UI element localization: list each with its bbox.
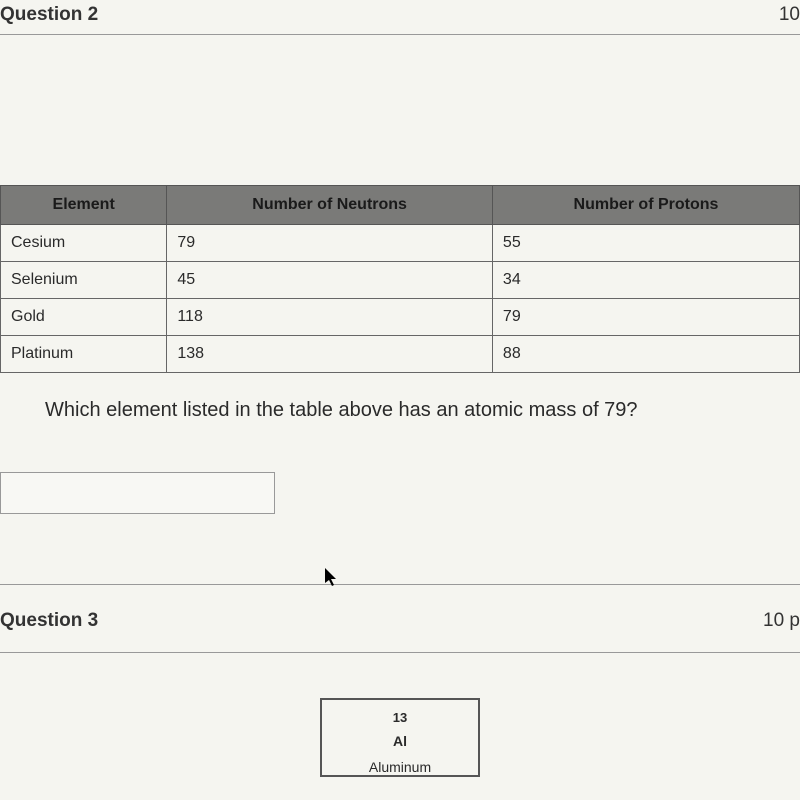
table-header-row: Element Number of Neutrons Number of Pro… [1,186,800,225]
question-3-content: 13 Al Aluminum [0,653,800,777]
col-neutrons: Number of Neutrons [167,186,493,225]
cell-element: Selenium [1,262,167,299]
cell-neutrons: 118 [167,299,493,336]
element-name: Aluminum [322,759,478,775]
cell-element: Cesium [1,225,167,262]
cell-protons: 34 [492,262,799,299]
cell-neutrons: 138 [167,336,493,373]
cell-protons: 79 [492,299,799,336]
cell-neutrons: 79 [167,225,493,262]
table-row: Selenium 45 34 [1,262,800,299]
element-symbol: Al [322,733,478,749]
question-3-title: Question 3 [0,610,98,632]
cell-protons: 55 [492,225,799,262]
atomic-number: 13 [322,710,478,725]
table-row: Cesium 79 55 [1,225,800,262]
question-3-header: Question 3 10 p [0,585,800,653]
cell-neutrons: 45 [167,262,493,299]
elements-table: Element Number of Neutrons Number of Pro… [0,185,800,373]
question-2-prompt: Which element listed in the table above … [0,391,800,422]
table-row: Platinum 138 88 [1,336,800,373]
question-2-title: Question 2 [0,4,98,26]
col-protons: Number of Protons [492,186,799,225]
table-row: Gold 118 79 [1,299,800,336]
question-3-points: 10 p [763,610,800,632]
question-2-content: Element Number of Neutrons Number of Pro… [0,35,800,584]
cell-protons: 88 [492,336,799,373]
cell-element: Platinum [1,336,167,373]
question-2-header: Question 2 10 [0,0,800,35]
col-element: Element [1,186,167,225]
question-2-points: 10 [779,4,800,26]
periodic-element-box: 13 Al Aluminum [320,698,480,777]
answer-input[interactable] [0,472,275,514]
cell-element: Gold [1,299,167,336]
